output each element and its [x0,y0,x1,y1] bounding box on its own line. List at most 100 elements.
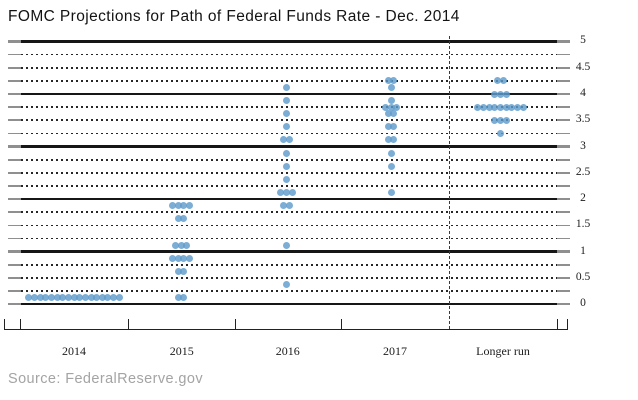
gridline-cap-right [557,158,570,161]
projection-dot [87,294,95,302]
projection-dot [283,189,290,196]
projection-dot [502,116,510,124]
gridline-cap-left [8,132,21,135]
projection-dot [53,294,61,302]
gridline-2.25 [21,185,557,187]
source-caption: Source: FederalReserve.gov [8,371,203,387]
gridline-cap-left [8,92,21,96]
gridline-cap-right [557,277,570,279]
projection-dot [384,77,392,85]
gridline-0.75 [21,263,557,266]
gridline-cap-left [8,53,21,56]
gridline-cap-left [8,211,21,214]
x-axis-tick [341,319,343,330]
gridline-cap-left [8,79,21,82]
gridline-0.5 [21,277,557,279]
gridline-cap-left [8,119,21,122]
projection-dot [180,294,188,302]
projection-dot [513,103,521,111]
projection-dot [47,294,55,302]
gridline-cap-right [557,197,570,201]
projection-dot [180,254,188,262]
x-axis-category-label: 2015 [169,344,194,358]
gridline-cap-left [8,40,21,43]
gridline-4.75 [21,53,557,56]
projection-dot [390,110,398,118]
projection-dot [387,83,395,91]
projection-dot [497,129,504,137]
gridline-3.5 [21,119,557,122]
projection-dot [390,77,398,85]
projection-dot [283,110,290,118]
projection-dot [491,103,499,111]
projection-dot [283,149,290,157]
gridline-3.25 [21,132,557,135]
gridline-3 [21,145,557,148]
projection-dot [384,110,392,118]
gridline-cap-right [557,302,570,306]
gridline-cap-left [8,145,21,148]
gridline-cap-left [8,302,21,306]
projection-dot [387,189,395,196]
projection-dot [390,136,398,144]
gridline-1.25 [21,237,557,240]
gridline-cap-left [8,158,21,161]
projection-dot [174,254,182,262]
projection-dot [499,77,507,85]
projection-dot [183,241,191,249]
x-axis-category-label: 2017 [383,344,407,358]
x-axis-category-label: 2016 [275,344,300,358]
x-axis-tick [557,319,559,330]
projection-dot [491,90,499,98]
y-axis-label: 4 [580,86,586,99]
projection-dot [110,294,117,302]
projection-dot [283,83,290,91]
gridline-4.5 [21,66,557,69]
projection-dot [180,202,188,210]
projection-dot [70,294,78,302]
projection-dot [491,116,499,124]
gridline-cap-left [8,263,21,266]
projection-dot [494,77,502,85]
longer-run-separator [449,36,450,329]
projection-dot [387,103,395,111]
gridline-cap-right [557,119,570,122]
x-axis-tick [20,319,22,330]
projection-dot [384,123,392,131]
gridline-cap-right [557,171,570,174]
gridline-2.75 [21,158,557,161]
gridline-cap-left [8,277,21,279]
projection-dot [30,294,38,302]
x-axis-category-label: Longer run [476,344,530,358]
y-axis-label: 3.5 [575,113,591,126]
projection-dot [169,254,176,262]
projection-dot [277,189,285,196]
gridline-cap-right [557,40,570,43]
gridline-cap-right [557,53,570,56]
gridline-cap-right [557,224,570,227]
projection-dot [502,90,510,98]
gridline-cap-left [8,237,21,240]
projection-dot [390,123,398,131]
gridline-cap-right [557,211,570,214]
projection-dot [169,202,176,210]
projection-dot [81,294,89,302]
gridline-cap-left [8,290,21,292]
projection-dot [186,202,193,210]
projection-dot [280,202,288,210]
projection-dot [285,136,293,144]
projection-dot [177,241,185,249]
projection-dot [59,294,67,302]
projection-dot [104,294,112,302]
gridline-cap-left [8,66,21,69]
projection-dot [283,97,290,104]
x-axis-tick [567,319,569,330]
projection-dot [180,267,188,275]
projection-dot [474,103,482,111]
gridline-cap-left [8,106,21,108]
projection-dot [36,294,44,302]
gridline-cap-right [557,106,570,108]
y-axis-label: 1.5 [575,218,591,231]
projection-dot [174,215,182,223]
